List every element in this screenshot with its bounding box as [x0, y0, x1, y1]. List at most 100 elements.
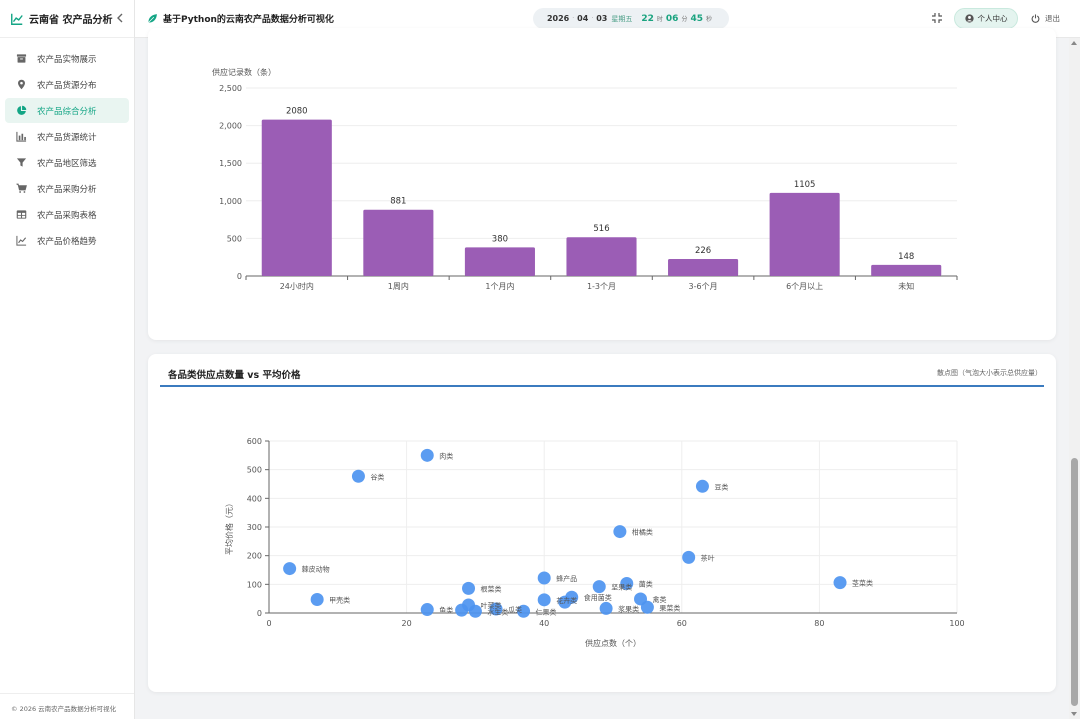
- sidebar-item-label: 农产品采购表格: [37, 210, 97, 221]
- date-separator: ·: [572, 15, 575, 22]
- bubble-label: 茶叶: [701, 553, 715, 562]
- category-scatter-card: 各品类供应点数量 vs 平均价格 散点图（气泡大小表示总供应量） 0 20 40 60…: [148, 354, 1056, 692]
- sidebar-item-supply-statistics[interactable]: 农产品货源统计: [5, 124, 129, 149]
- sidebar-item-purchase-table[interactable]: 农产品采购表格: [5, 202, 129, 227]
- scrollbar-thumb[interactable]: [1071, 458, 1078, 706]
- sidebar-item-region-filter[interactable]: 农产品地区筛选: [5, 150, 129, 175]
- y-tick-label: 300: [247, 523, 262, 532]
- minute-unit: 分: [681, 16, 688, 23]
- x-tick-label: 1周内: [388, 281, 409, 291]
- date-separator: ·: [591, 15, 594, 22]
- date-year: 2026: [546, 14, 570, 23]
- bubble: [468, 604, 482, 618]
- sidebar-item-products-display[interactable]: 农产品实物展示: [5, 46, 129, 71]
- time-hour: 22: [641, 13, 654, 24]
- bubble-label: 果菜类: [659, 603, 680, 612]
- user-center-button[interactable]: 个人中心: [954, 8, 1018, 29]
- y-tick-label: 500: [247, 466, 262, 475]
- x-tick-label: 100: [949, 619, 964, 628]
- y-tick-label: 400: [247, 494, 262, 503]
- bar-value-label: 226: [695, 246, 711, 256]
- x-tick-label: 3-6个月: [689, 282, 718, 291]
- scroll-up-arrow[interactable]: [1071, 41, 1077, 45]
- bar-value-label: 2080: [286, 107, 308, 117]
- sidebar-item-comprehensive-analysis[interactable]: 农产品综合分析: [5, 98, 129, 123]
- brand: 云南省 农产品分析: [0, 0, 134, 38]
- y-axis-label: 平均价格（元）: [224, 499, 234, 555]
- bubble-label: 柑橘类: [632, 528, 653, 537]
- x-tick-label: 40: [539, 619, 549, 628]
- x-tick-label: 6个月以上: [786, 282, 823, 291]
- bubble-label: 水生类: [487, 607, 508, 616]
- bubble-label: 根菜类: [481, 584, 502, 593]
- bubble-label: 瓜类: [508, 605, 522, 614]
- hour-unit: 时: [656, 16, 663, 23]
- scroll-down-arrow[interactable]: [1071, 712, 1077, 716]
- bar-chart-icon: [16, 131, 27, 142]
- y-tick-label: 100: [247, 580, 262, 589]
- cart-icon: [16, 183, 27, 194]
- sidebar-item-label: 农产品地区筛选: [37, 158, 97, 169]
- line-chart-icon: [16, 235, 27, 246]
- x-tick-label: 20: [402, 619, 412, 628]
- bubble: [455, 603, 469, 617]
- sidebar-item-purchase-analysis[interactable]: 农产品采购分析: [5, 176, 129, 201]
- bubble-label: 肉类: [439, 451, 453, 460]
- map-pin-icon: [16, 79, 27, 90]
- chart-subtitle: 散点图（气泡大小表示总供应量）: [937, 369, 1042, 377]
- x-tick-label: 60: [677, 619, 687, 628]
- bubble-label: 鱼类: [439, 606, 453, 615]
- bar: [261, 119, 332, 276]
- bubble-label: 叶菜类: [481, 601, 502, 610]
- x-axis-label: 供应点数（个）: [585, 638, 641, 648]
- bubble-label: 仁果类: [536, 607, 557, 616]
- bar: [464, 247, 535, 276]
- bubble-label: 棘皮动物: [302, 565, 330, 574]
- date-day: 03: [596, 14, 608, 23]
- brand-title: 云南省 农产品分析: [29, 15, 113, 26]
- time-minute: 06: [665, 13, 679, 24]
- y-tick-label: 500: [227, 234, 242, 243]
- bar-value-label: 1105: [794, 180, 816, 190]
- sidebar-footer: © 2026 云南农产品数据分析可视化: [0, 693, 134, 719]
- y-axis-label: 供应记录数（条）: [212, 67, 276, 77]
- sidebar-item-label: 农产品货源统计: [37, 132, 97, 143]
- sidebar-item-price-trend[interactable]: 农产品价格趋势: [5, 228, 129, 253]
- bubble: [620, 576, 634, 590]
- bubble: [599, 601, 613, 615]
- bubble: [517, 604, 531, 618]
- bubble: [682, 550, 696, 564]
- bubble: [420, 603, 434, 617]
- box-icon: [16, 53, 27, 64]
- bubble-label: 浆果类: [618, 604, 639, 613]
- sidebar: 云南省 农产品分析 农产品实物展示 农产品货源分布 农产品综合分析 农产品货源统…: [0, 0, 135, 719]
- sidebar-item-supply-distribution[interactable]: 农产品货源分布: [5, 72, 129, 97]
- y-tick-label: 0: [237, 272, 242, 281]
- collapse-sidebar-button[interactable]: [116, 12, 124, 26]
- y-tick-label: 1,500: [219, 159, 242, 168]
- supply-record-chart-card: 供应记录数（条） 0 500 1,000 1,500 2,000 2,500 2080 24小时…: [148, 28, 1056, 340]
- bubble-label: 食用菌类: [584, 593, 612, 602]
- bubble-label: 蜂产品: [556, 574, 577, 583]
- bar-chart: 供应记录数（条） 0 500 1,000 1,500 2,000 2,500 2080 24小时…: [212, 67, 958, 291]
- sidebar-item-label: 农产品采购分析: [37, 184, 97, 195]
- page-scrollbar[interactable]: [1069, 38, 1080, 719]
- bar: [363, 209, 434, 276]
- y-tick-label: 0: [257, 609, 262, 618]
- page-title-text: 基于Python的云南农产品数据分析可视化: [163, 15, 334, 25]
- bubble: [558, 595, 572, 609]
- bubble: [420, 448, 434, 462]
- bubble: [462, 581, 476, 595]
- time-second: 45: [690, 13, 703, 24]
- scatter-chart: 0 20 40 60 80 100 0 100 200 300 400 500 600 供应点数（个） 平均…: [224, 437, 965, 648]
- x-tick-label: 1-3个月: [587, 282, 616, 291]
- sidebar-item-label: 农产品价格趋势: [37, 236, 97, 247]
- bubble-label: 甲壳类: [329, 596, 350, 605]
- line-chart-icon: [11, 13, 23, 25]
- fullscreen-icon[interactable]: [931, 12, 943, 24]
- bubble-label: 禽类: [653, 595, 667, 604]
- bubble-label: 谷类: [370, 472, 384, 481]
- logout-button[interactable]: 退出: [1031, 13, 1060, 24]
- chevron-left-icon: [117, 13, 123, 22]
- bar-value-label: 380: [492, 234, 508, 244]
